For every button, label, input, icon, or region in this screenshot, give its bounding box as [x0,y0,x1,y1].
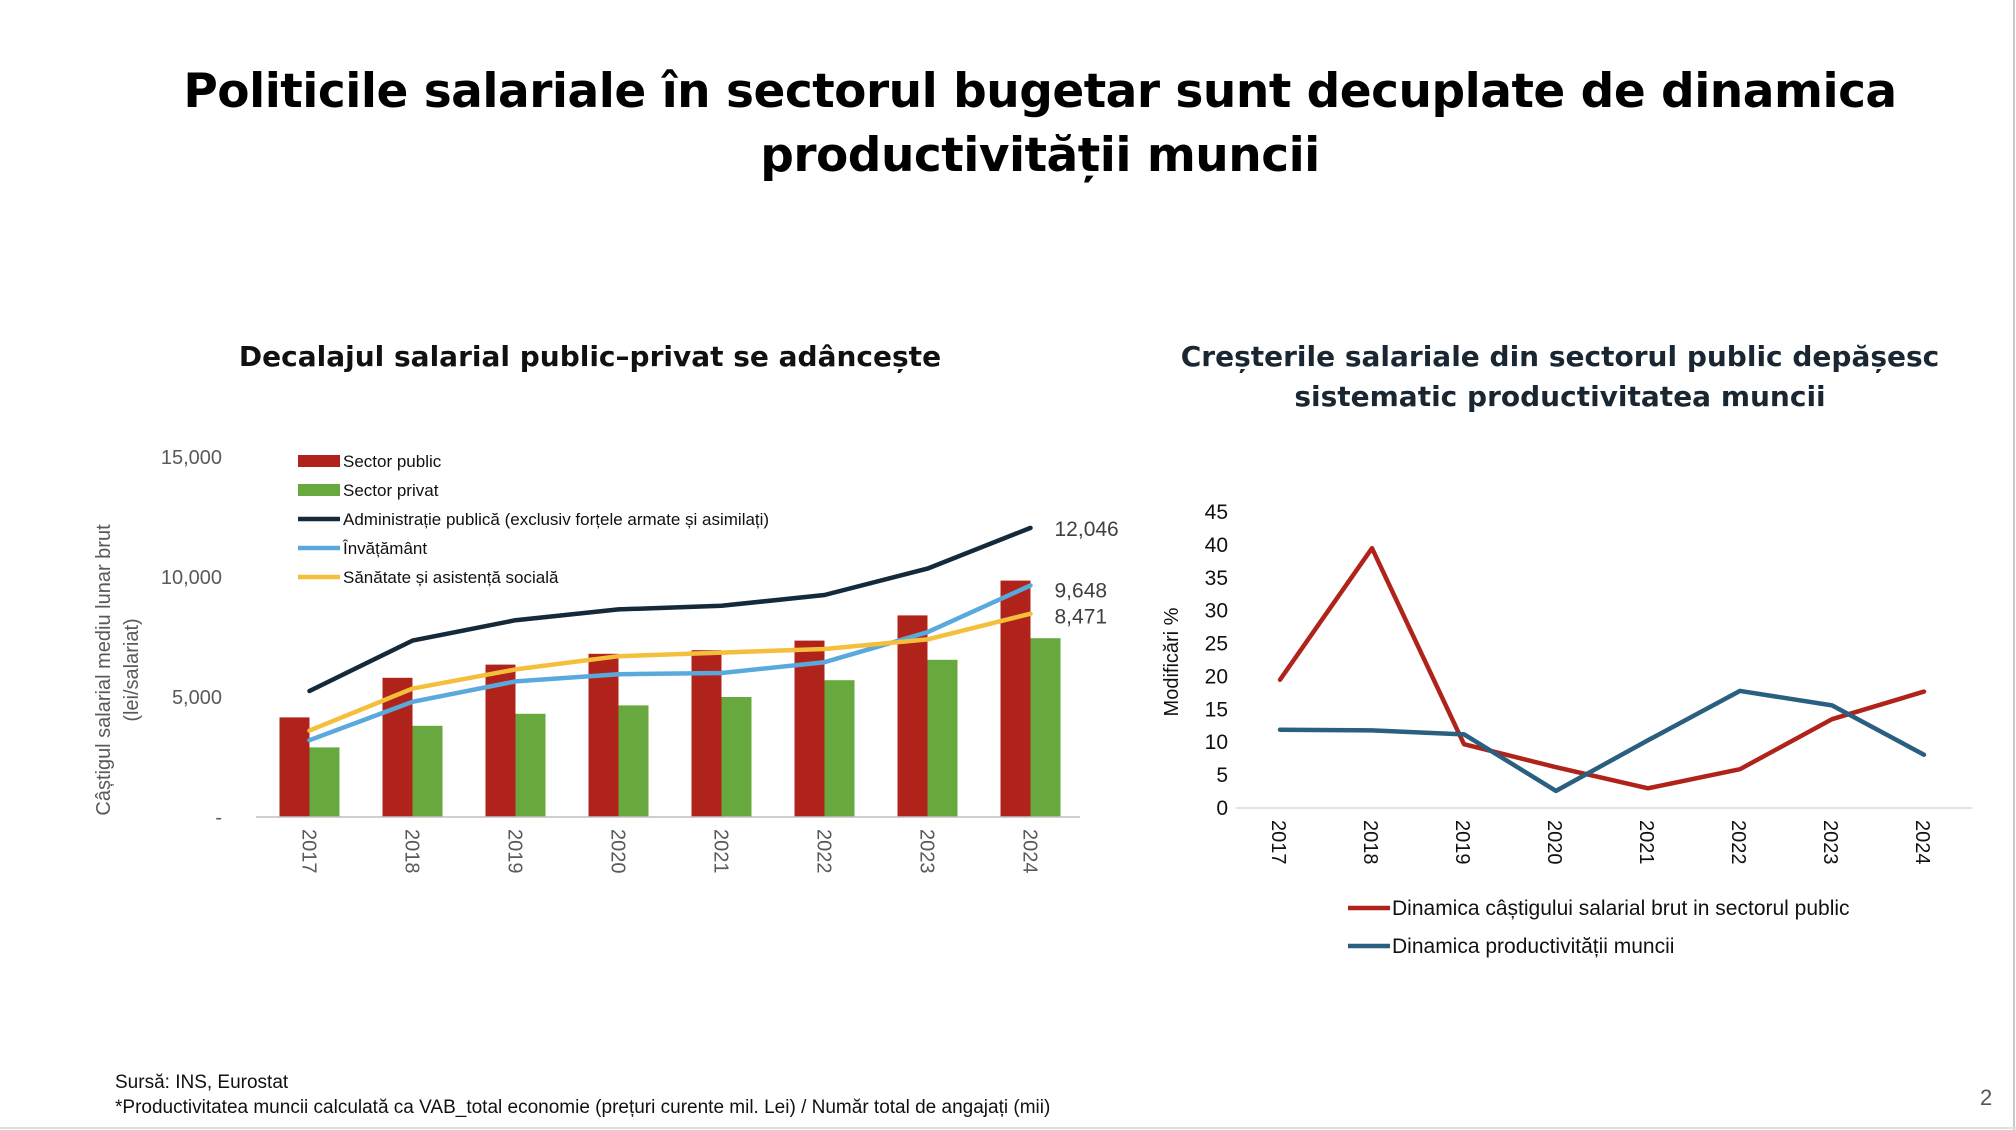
source-note: Sursă: INS, Eurostat [115,1072,289,1093]
slide-right-border [2013,0,2015,1130]
x-tick-label: 2021 [710,829,732,874]
y-tick-label: 45 [1205,501,1228,524]
x-tick-label: 2020 [1543,820,1565,865]
slide-title: Politicile salariale în sectorul bugetar… [160,60,1920,188]
legend-label: Dinamica productivității muncii [1392,935,1674,958]
private-sector-bar [618,705,649,817]
footnote: *Productivitatea muncii calculată ca VAB… [115,1097,1051,1118]
legend-label: Sănătate și asistență socială [343,568,559,587]
x-tick-label: 2019 [504,829,526,874]
x-tick-label: 2021 [1635,820,1657,865]
slide-title-line1: Politicile salariale în sectorul bugetar… [183,64,1897,119]
y-tick-label: 40 [1205,534,1228,557]
y-tick-label: 15 [1205,698,1228,721]
private-sector-bar [927,659,958,817]
left-chart-legend: Sector public Sector privat Administrație … [298,452,769,587]
private-sector-bar [412,725,443,817]
right-chart-title-line2: sistematic productivitatea muncii [1294,380,1826,413]
y-tick-label: 15,000 [161,447,222,469]
legend-label: Învățământ [342,539,427,558]
x-tick-label: 2024 [1019,829,1041,874]
legend-label: Administrație publică (exclusiv forțele … [343,510,769,529]
growth-line-chart: 0 5 10 15 20 25 30 35 40 45 Modificări % 2017 2018 20… [1161,501,1972,958]
y-tick-label: 35 [1205,567,1228,590]
data-label-end: 9,648 [1055,579,1108,602]
public-wage-growth-line [1277,545,1927,791]
private-sector-bar [824,680,855,817]
x-tick-label: 2020 [607,829,629,874]
x-tick-label: 2019 [1451,820,1473,865]
y-axis-title-line1: Câștigul salarial mediu lunar brut [93,524,115,816]
y-axis-title-line2: (lei/salariat) [121,618,143,721]
private-sector-bar [721,697,752,817]
left-chart-title: Decalajul salarial public–privat se adân… [238,340,942,373]
y-axis-title: Câștigul salarial mediu lunar brut (lei/s… [93,524,143,816]
y-tick-label: 10 [1205,731,1228,754]
x-tick-label: 2023 [1819,820,1841,865]
public-sector-bar [691,650,722,817]
x-tick-label: 2018 [401,829,423,874]
x-tick-label: 2017 [1267,820,1289,865]
x-tick-label: 2017 [298,829,320,874]
legend-swatch [298,455,340,467]
y-tick-label: 20 [1205,665,1228,688]
private-sector-bar [1030,638,1061,817]
right-chart-title-line1: Creșterile salariale din sectorul public… [1180,340,1940,373]
legend-swatch [298,484,340,496]
public-sector-bar [279,717,310,817]
x-tick-label: 2023 [916,829,938,874]
private-sector-bar [309,747,340,817]
private-sector-bar [515,713,546,817]
legend-label: Sector privat [343,481,439,500]
x-tick-label: 2022 [813,829,835,874]
y-tick-label: - [215,807,222,829]
right-chart-title: Creșterile salariale din sectorul public… [1150,337,1970,417]
x-tick-label: 2024 [1911,820,1933,865]
admin-publica-line [307,525,1033,694]
public-sector-bar [897,615,928,817]
slide-bottom-border [0,1127,2016,1129]
legend-label: Sector public [343,452,442,471]
x-tick-label: 2022 [1727,820,1749,865]
legend-label: Dinamica câștigului salarial brut in sec… [1392,897,1850,920]
y-axis-title: Modificări % [1161,607,1183,716]
y-tick-label: 25 [1205,633,1228,656]
public-sector-bar [485,664,516,817]
y-tick-label: 10,000 [161,567,222,589]
right-chart-legend: Dinamica câștigului salarial brut in sec… [1348,897,1850,958]
y-tick-label: 5 [1216,764,1228,787]
public-sector-bar [588,653,619,817]
y-tick-label: 30 [1205,600,1228,623]
data-label-end: 8,471 [1055,606,1108,629]
data-label-end: 12,046 [1055,518,1119,541]
public-sector-bar [794,640,825,817]
x-tick-label: 2018 [1359,820,1381,865]
y-tick-label: 0 [1216,797,1228,820]
sanatate-line [307,611,1033,733]
page-number: 2 [1980,1085,1993,1110]
invatamant-line [307,583,1033,743]
slide-title-line2: productivității muncii [760,128,1320,183]
y-tick-label: 5,000 [172,687,222,709]
wages-bar-line-chart: - 5,000 10,000 15,000 Câștigul salarial medi… [93,447,1119,874]
productivity-growth-line [1277,688,1927,794]
